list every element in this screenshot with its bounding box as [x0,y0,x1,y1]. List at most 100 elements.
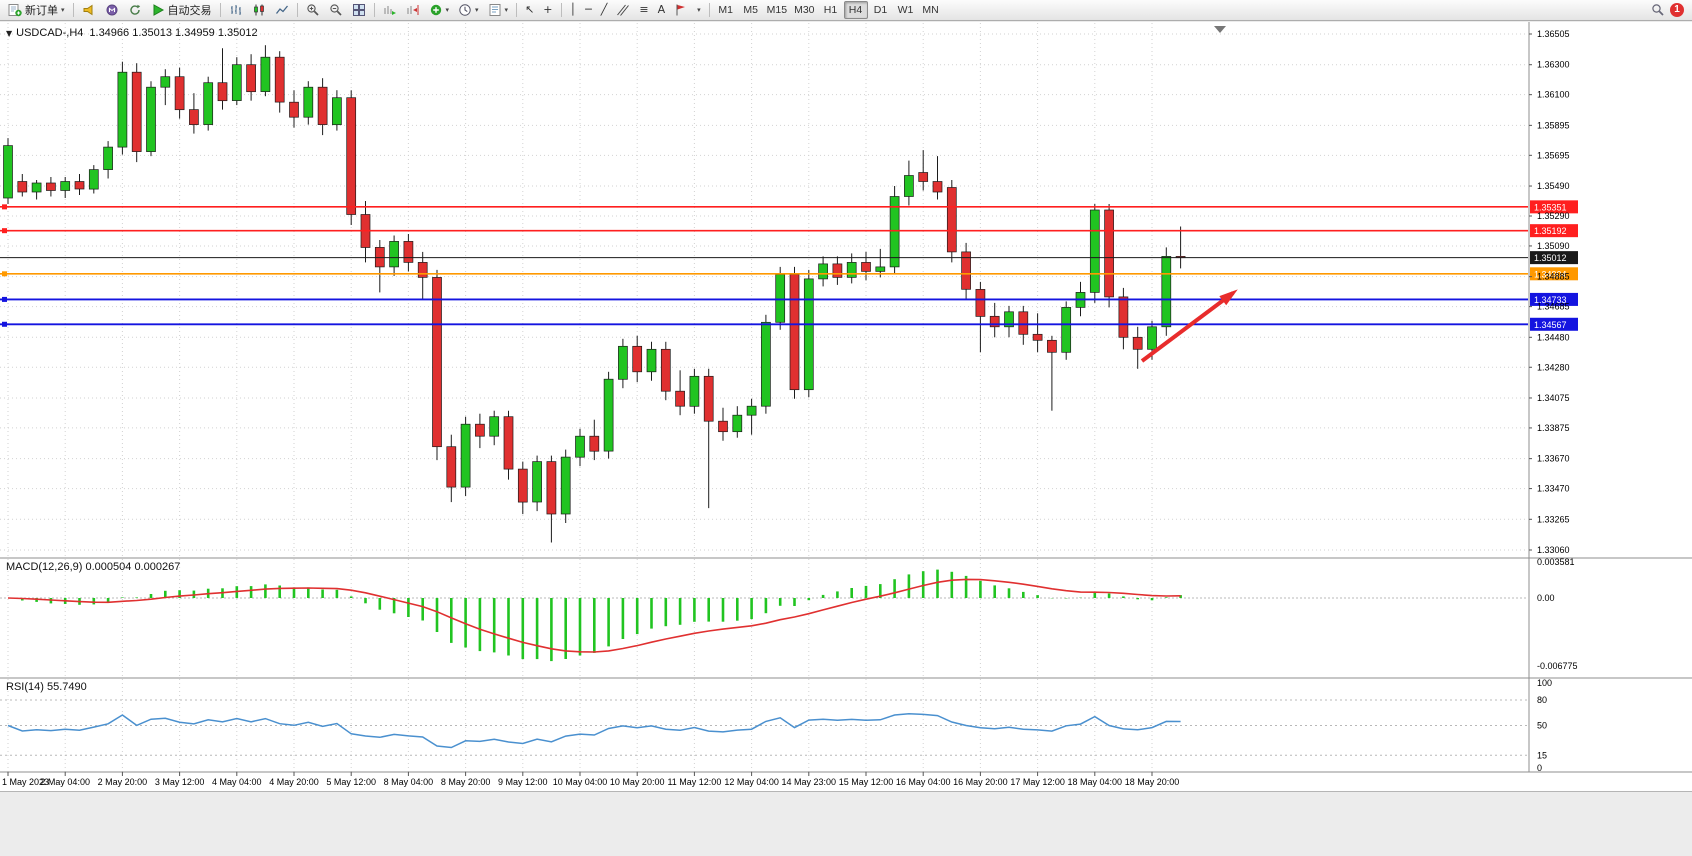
bar-chart-icon [230,5,241,15]
refresh-icon [129,4,140,15]
timeframe-label: M15 [766,4,788,16]
periods-button[interactable]: ▾ [454,1,483,19]
timeframe-mn-button[interactable]: MN [919,1,943,19]
text-tool-button[interactable]: A [654,1,670,19]
autotrading-button[interactable]: 自动交易 [147,1,216,19]
svg-text:8 May 20:00: 8 May 20:00 [441,777,491,787]
hline-handle[interactable] [2,204,7,210]
timeframe-m30-button[interactable]: M30 [791,1,817,19]
trend-arrow-head[interactable] [1219,289,1238,306]
template-icon [489,4,501,16]
svg-text:3 May 12:00: 3 May 12:00 [155,777,205,787]
chart-shift-marker[interactable] [1214,26,1226,33]
trend-arrow[interactable] [1140,291,1235,363]
timeframe-label: M1 [718,4,733,16]
cursor-icon: ↖ [525,3,535,16]
svg-text:1.33265: 1.33265 [1537,514,1570,524]
svg-text:1.35490: 1.35490 [1537,181,1570,191]
hline-handle[interactable] [2,228,7,234]
svg-text:11 May 12:00: 11 May 12:00 [667,777,721,787]
sound-alert-button[interactable] [78,1,100,19]
auto-scroll-icon [384,6,396,15]
zoom-out-icon [329,4,342,16]
hline-handle[interactable] [2,321,7,327]
svg-text:16 May 04:00: 16 May 04:00 [896,777,951,787]
svg-text:1.34733: 1.34733 [1534,295,1567,305]
price-tag-1.35192 [1530,224,1578,238]
candlestick-chart-icon [253,4,264,16]
refresh-button[interactable] [124,1,146,19]
cursor-tool-button[interactable]: ↖ [521,1,538,19]
auto-scroll-button[interactable] [379,1,401,19]
caret-down-icon: ▾ [697,6,701,14]
channel-tool-button[interactable] [612,1,634,19]
svg-text:5 May 12:00: 5 May 12:00 [326,777,376,787]
main-toolbar: 新订单 ▾ 自动交易 ▾ [0,0,1692,21]
trendline-tool-button[interactable]: ╱ [597,1,612,19]
autotrading-label: 自动交易 [167,5,212,17]
more-shapes-button[interactable]: ▾ [693,1,705,19]
indicators-add-icon [430,4,441,16]
vertical-line-tool-button[interactable]: │ [566,1,581,19]
caret-down-icon: ▾ [504,6,509,14]
new-order-button[interactable]: 新订单 ▾ [4,1,69,19]
macd-histogram [20,569,1182,662]
caret-down-icon: ▾ [445,6,450,14]
timeframe-h1-button[interactable]: H1 [819,1,843,19]
timeframe-m1-button[interactable]: M1 [714,1,738,19]
svg-text:0.00: 0.00 [1537,593,1555,603]
price-tag-1.34567 [1530,317,1578,331]
svg-text:1.35192: 1.35192 [1534,226,1567,236]
horizontal-line-tool-button[interactable]: ─ [581,1,596,19]
toolbar-separator [296,3,298,17]
candlestick-chart-button[interactable] [248,1,270,19]
zoom-out-button[interactable] [325,1,347,19]
timeframe-h4-button[interactable]: H4 [843,1,868,19]
chart-symbol-period: USDCAD-,H4 [16,27,84,39]
equidistant-channel-icon [617,4,630,16]
crosshair-tool-button[interactable]: + [539,1,556,19]
timeframe-label: M5 [743,4,758,16]
timeframe-m15-button[interactable]: M15 [764,1,790,19]
zoom-in-button[interactable] [302,1,324,19]
svg-text:15 May 12:00: 15 May 12:00 [839,777,894,787]
search-button[interactable] [1647,1,1669,19]
one-click-trading-toggle[interactable]: ▼ [6,29,13,38]
svg-text:1.34280: 1.34280 [1537,362,1570,372]
svg-text:17 May 12:00: 17 May 12:00 [1010,777,1065,787]
hline-handle[interactable] [2,296,7,302]
timeframe-m5-button[interactable]: M5 [739,1,763,19]
community-button[interactable] [101,1,123,19]
indicators-button[interactable]: ▾ [425,1,454,19]
svg-text:10 May 20:00: 10 May 20:00 [610,777,665,787]
price-tag-1.35012 [1530,251,1578,265]
line-chart-button[interactable] [271,1,293,19]
hline-handle[interactable] [2,271,7,277]
notification-badge[interactable]: 1 [1670,3,1684,17]
svg-text:1.36100: 1.36100 [1537,90,1570,100]
price-tag-1.34904 [1530,267,1578,281]
svg-text:1.34075: 1.34075 [1537,393,1570,403]
timeframe-d1-button[interactable]: D1 [869,1,893,19]
arrows-tool-button[interactable] [670,1,692,19]
price-chart-canvas[interactable]: 1.35351 1.35192 1.35012 1.34904 1.34733 1.345… [0,22,1692,791]
templates-button[interactable]: ▾ [484,1,513,19]
svg-text:1.33470: 1.33470 [1537,484,1570,494]
chart-shift-button[interactable] [402,1,424,19]
svg-text:1.33670: 1.33670 [1537,454,1570,464]
svg-text:1.36505: 1.36505 [1537,29,1570,39]
chart-window[interactable]: 1.35351 1.35192 1.35012 1.34904 1.34733 1.345… [0,22,1692,791]
toolbar-separator [708,3,710,17]
sound-alert-icon [83,4,93,16]
trendline-icon: ╱ [600,3,608,16]
svg-text:50: 50 [1537,721,1547,731]
rsi-name: RSI(14) [6,681,44,693]
bar-chart-button[interactable] [225,1,247,19]
fibonacci-tool-button[interactable]: ≡ [635,1,652,19]
text-tool-icon: A [657,3,666,16]
tile-windows-button[interactable] [348,1,370,19]
svg-text:1.33060: 1.33060 [1537,545,1570,555]
svg-text:4 May 20:00: 4 May 20:00 [269,777,319,787]
timeframe-w1-button[interactable]: W1 [894,1,918,19]
